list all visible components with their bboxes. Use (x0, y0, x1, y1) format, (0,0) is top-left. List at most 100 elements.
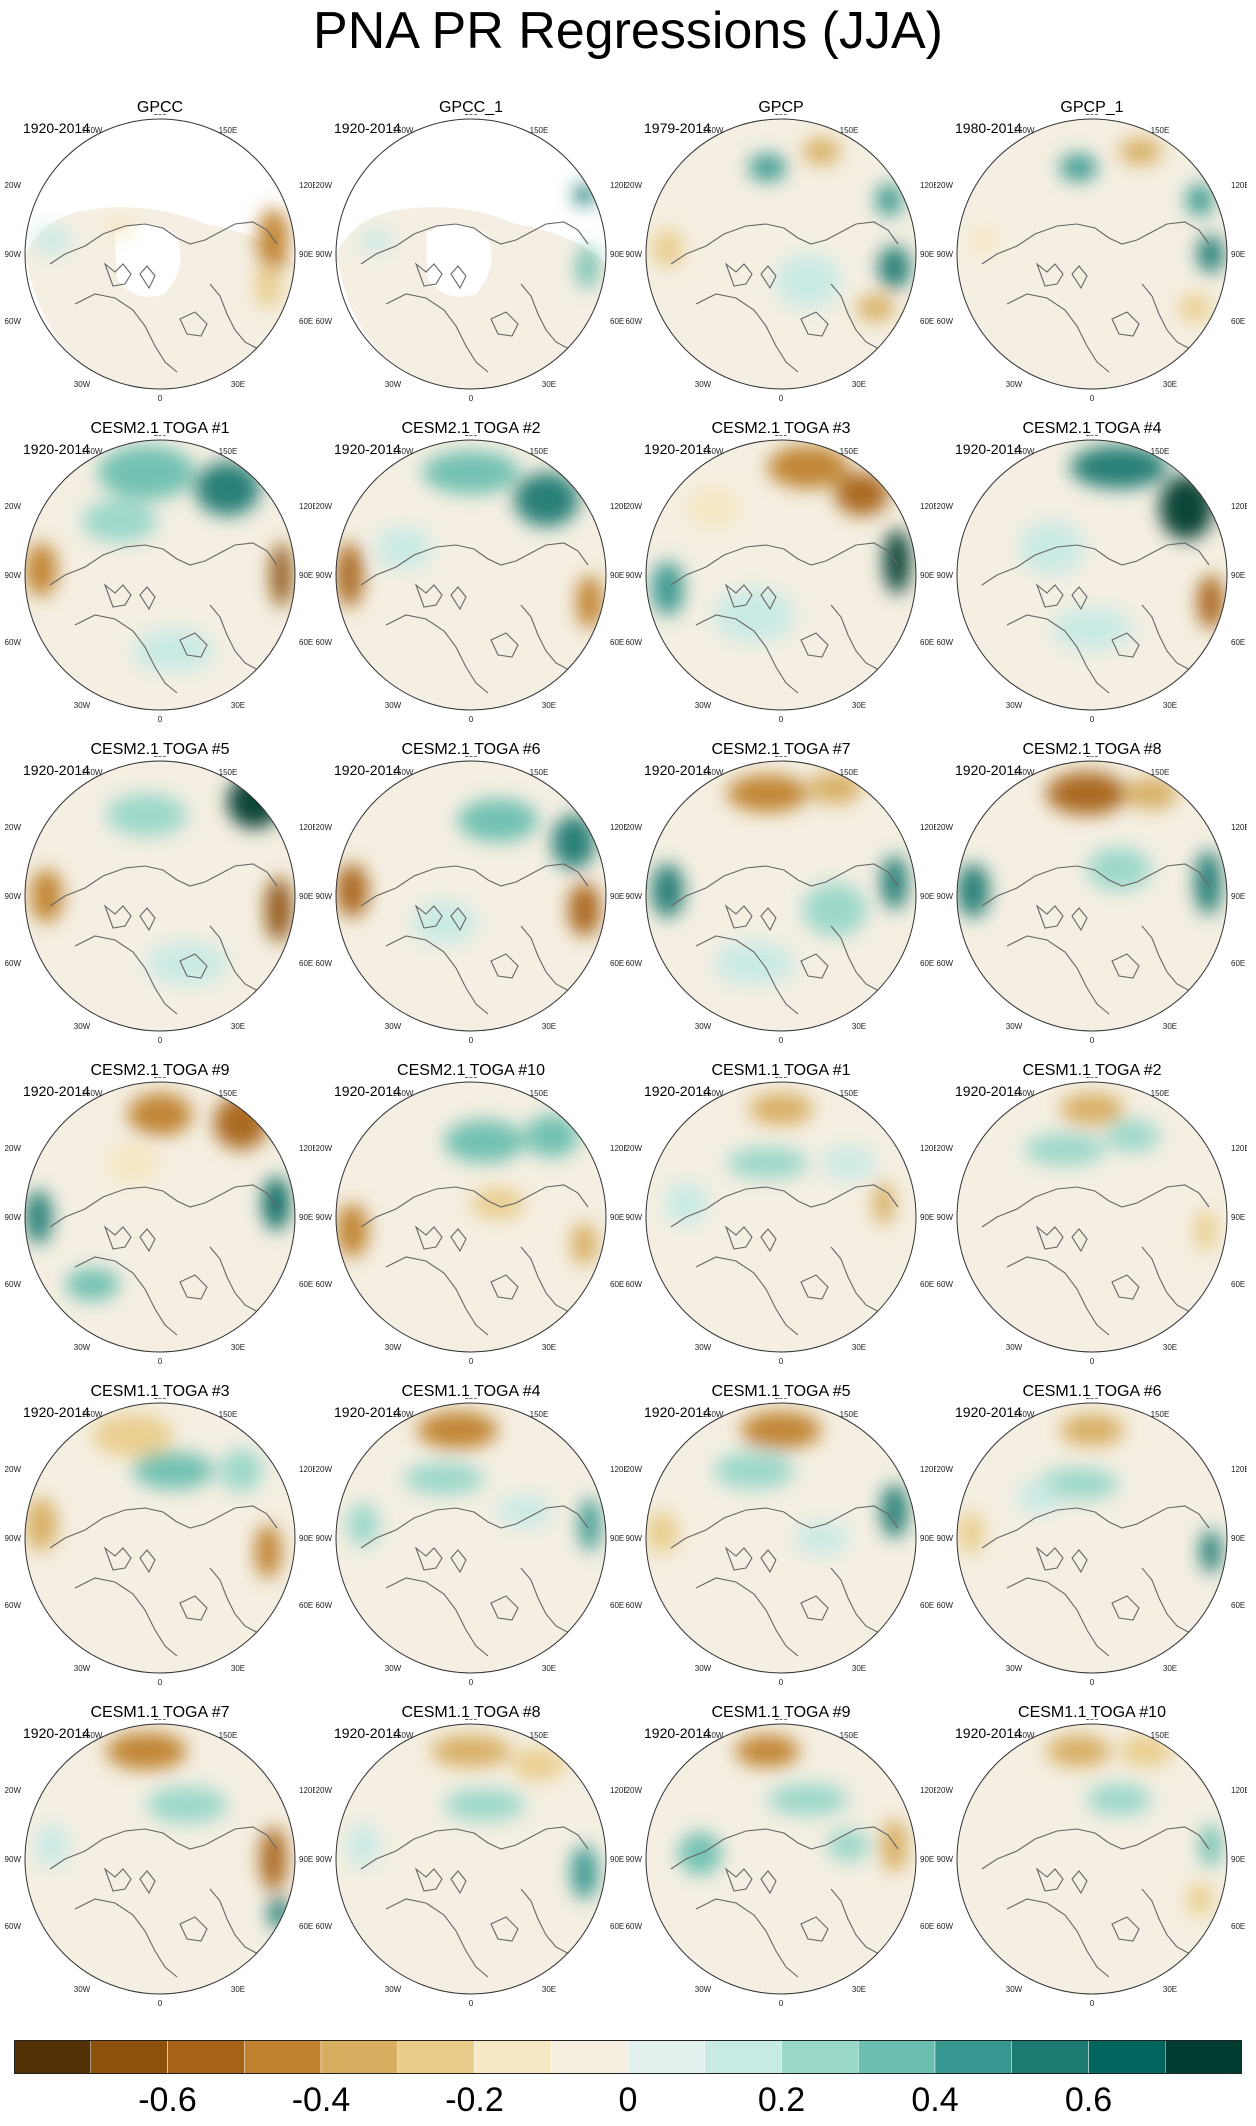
coastline (414, 1867, 443, 1892)
panel-title: CESM2.1 TOGA #5 (90, 741, 230, 758)
coastline (360, 1184, 589, 1228)
longitude-label: 90W (626, 1855, 642, 1864)
panel-title: CESM1.1 TOGA #2 (1022, 1062, 1162, 1079)
anomaly-region (336, 1203, 369, 1258)
polar-map: 180 150W 150E 120W 120E 90W 90E 60W 60E 30W 30E 0 (626, 1719, 936, 2008)
longitude-label: 180 (774, 114, 788, 117)
longitude-label: 30W (1006, 1985, 1023, 1994)
longitude-label: 120E (1231, 1465, 1247, 1474)
anomaly-region (686, 485, 741, 530)
longitude-label: 30W (1006, 1022, 1023, 1031)
anomaly-region (794, 1521, 849, 1555)
coastline (800, 311, 829, 337)
map-background (646, 1724, 916, 1994)
map-outline (956, 1723, 1228, 1995)
map-outline (956, 1402, 1228, 1674)
longitude-label: 180 (1085, 756, 1099, 759)
coastline (490, 632, 519, 658)
land-data-area (336, 207, 606, 389)
longitude-label: 30E (231, 1664, 245, 1673)
panel-title: CESM2.1 TOGA #10 (397, 1062, 545, 1079)
map-outline (335, 1723, 607, 1995)
colorbar-swatch (397, 2040, 475, 2074)
panel-title: CESM1.1 TOGA #7 (90, 1704, 230, 1721)
longitude-label: 150W (1014, 768, 1035, 777)
colorbar-swatch (781, 2040, 859, 2074)
longitude-label: 60E (1231, 1280, 1245, 1289)
panel-years: 1920-2014 (955, 1725, 1022, 1741)
coastline (490, 1595, 519, 1621)
longitude-label: 150W (393, 126, 414, 135)
longitude-label: 180 (774, 1398, 788, 1401)
longitude-label: 0 (158, 1357, 163, 1366)
anomaly-region (25, 1190, 52, 1244)
map-outline (645, 118, 917, 390)
longitude-label: 120E (920, 823, 936, 832)
coastline (49, 1826, 278, 1870)
coastline (1035, 1225, 1064, 1250)
longitude-label: 60E (610, 1280, 624, 1289)
polar-map: 180 150W 150E 120W 120E 90W 90E 60W 60E 30W 30E 0 (937, 1719, 1247, 2008)
colorbar-labels: -0.6 -0.4 -0.2 0 0.2 0.4 0.6 (0, 2080, 1256, 2126)
map-outline (335, 1081, 607, 1353)
polar-map: 180 150W 150E 120W 120E 90W 90E 60W 60E 30W 30E 0 (316, 1077, 626, 1366)
anomaly-region (713, 588, 795, 643)
coastline (414, 1546, 443, 1571)
longitude-label: 30E (231, 1022, 245, 1031)
longitude-label: 120W (626, 1786, 642, 1795)
coastline (49, 863, 278, 907)
longitude-label: 30E (542, 1985, 556, 1994)
coastline (670, 542, 899, 586)
longitude-label: 150W (1014, 1089, 1035, 1098)
polar-map: 180 150W 150E 120W 120E 90W 90E 60W 60E 30W 30E 0 (5, 1398, 315, 1687)
longitude-label: 150E (1151, 1731, 1170, 1740)
longitude-label: 180 (464, 1077, 478, 1080)
longitude-label: 90E (610, 1534, 624, 1543)
longitude-label: 90W (937, 250, 953, 259)
longitude-label: 60E (610, 1601, 624, 1610)
anomaly-region (576, 575, 604, 629)
anomaly-region (106, 216, 133, 238)
anomaly-region (646, 1511, 679, 1555)
longitude-label: 120E (920, 502, 936, 511)
anomaly-region (97, 445, 196, 500)
anomaly-region (1059, 1413, 1125, 1447)
longitude-label: 60W (626, 317, 642, 326)
map-outline (645, 1723, 917, 1995)
polar-map: 180 150W 150E 120W 120E 90W 90E 60W 60E 30W 30E 0 (937, 756, 1247, 1045)
polar-map: 180 150W 150E 120W 120E 90W 90E 60W 60E 30W 30E 0 (5, 435, 315, 724)
panel-years: 1920-2014 (334, 1083, 401, 1099)
map-panel: CESM2.1 TOGA #21920-2014180150W150E120W1… (316, 419, 626, 739)
longitude-label: 90E (920, 1213, 934, 1222)
coastline (360, 221, 589, 265)
coastline (103, 583, 132, 608)
panel-years: 1920-2014 (644, 1725, 711, 1741)
longitude-label: 60W (626, 959, 642, 968)
longitude-label: 30W (74, 1985, 91, 1994)
map-background (957, 1724, 1227, 1994)
anomaly-region (1086, 1783, 1152, 1816)
colorbar-tick-label: 0.6 (1064, 2081, 1113, 2119)
longitude-label: 150E (219, 1410, 238, 1419)
coastline (450, 265, 467, 290)
panel-title: CESM2.1 TOGA #4 (1022, 420, 1162, 437)
longitude-label: 180 (464, 435, 478, 438)
panel-years: 1979-2014 (644, 120, 711, 136)
anomaly-region (872, 1181, 895, 1226)
longitude-label: 120W (937, 1786, 953, 1795)
anomaly-region (254, 264, 282, 308)
panel-title: GPCP_1 (1060, 99, 1124, 116)
coastline (139, 907, 156, 932)
map-outline (335, 439, 607, 711)
coastline (103, 262, 132, 287)
polar-map: 180 150W 150E 120W 120E 90W 90E 60W 60E 30W 30E 0 (5, 114, 315, 403)
anomaly-region (270, 542, 293, 608)
longitude-label: 120W (937, 1144, 953, 1153)
polar-map: 180 150W 150E 120W 120E 90W 90E 60W 60E 30W 30E 0 (937, 1398, 1247, 1687)
colorbar-swatch (1165, 2040, 1242, 2074)
colorbar-swatch (167, 2040, 245, 2074)
coastline (103, 1225, 132, 1250)
coastline (1006, 1256, 1110, 1336)
longitude-label: 150E (530, 1089, 549, 1098)
longitude-label: 0 (469, 394, 474, 403)
